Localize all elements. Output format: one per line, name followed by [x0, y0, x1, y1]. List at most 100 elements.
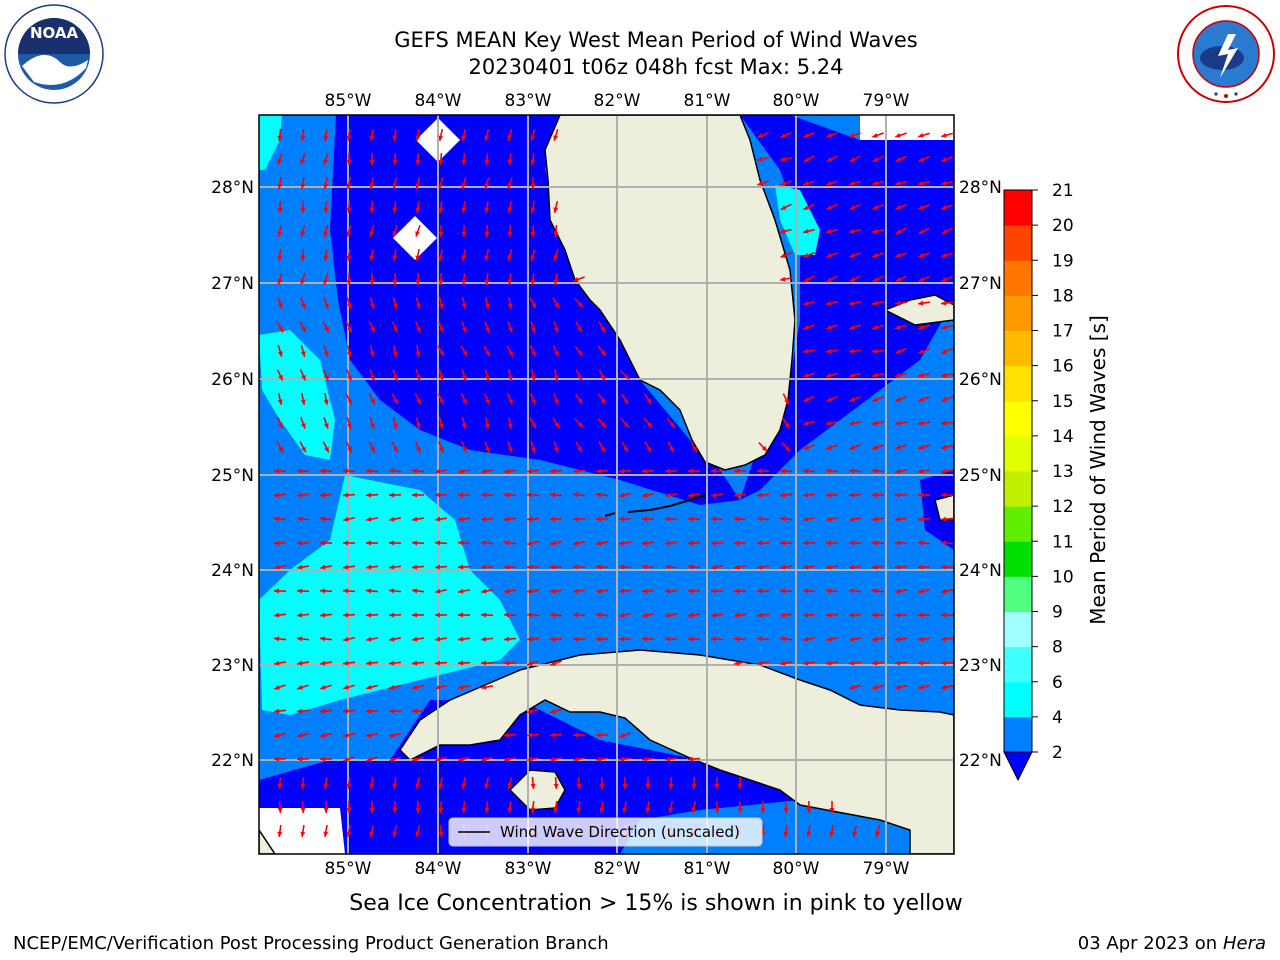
- wave-direction-arrow: [597, 393, 607, 405]
- wave-direction-arrow: [457, 540, 471, 546]
- wave-direction-arrow: [457, 516, 471, 522]
- wave-direction-arrow: [342, 660, 356, 666]
- wave-direction-arrow: [803, 540, 815, 546]
- wave-direction-arrow: [484, 441, 490, 453]
- lat-tick-label-right: 25°N: [959, 466, 1002, 486]
- wave-direction-arrow: [595, 468, 609, 474]
- wave-direction-arrow: [895, 227, 907, 235]
- lon-tick-label-top: 84°W: [415, 91, 462, 111]
- wave-direction-arrow: [299, 321, 307, 333]
- wave-direction-arrow: [917, 588, 931, 594]
- wave-direction-arrow: [300, 128, 306, 142]
- wave-direction-arrow: [434, 636, 448, 642]
- legend: Wind Wave Direction (unscaled): [448, 817, 763, 847]
- wave-direction-arrow: [346, 776, 352, 790]
- wave-direction-arrow: [369, 248, 375, 262]
- wave-direction-arrow: [894, 372, 908, 378]
- lat-tick-label-left: 27°N: [211, 274, 254, 294]
- lon-tick-label-top: 79°W: [863, 91, 910, 111]
- wave-direction-arrow: [460, 393, 468, 405]
- wave-direction-arrow: [825, 612, 839, 618]
- wave-direction-arrow: [782, 393, 790, 405]
- wave-direction-arrow: [277, 200, 283, 214]
- wave-direction-arrow: [480, 660, 494, 666]
- wave-direction-arrow: [415, 225, 421, 237]
- wave-direction-arrow: [553, 441, 559, 453]
- colorbar-band: [1004, 471, 1032, 507]
- wave-direction-arrow: [572, 468, 586, 474]
- wave-direction-arrow: [346, 273, 352, 285]
- wave-direction-arrow: [940, 180, 954, 186]
- wave-direction-arrow: [346, 248, 352, 262]
- wave-direction-arrow: [299, 441, 307, 453]
- wave-direction-arrow: [457, 492, 471, 498]
- wave-direction-arrow: [277, 800, 283, 814]
- wave-direction-arrow: [484, 248, 490, 262]
- wave-direction-arrow: [783, 824, 789, 838]
- wave-direction-arrow: [664, 492, 678, 498]
- wave-direction-arrow: [300, 297, 306, 309]
- wave-direction-arrow: [388, 516, 402, 522]
- wave-direction-arrow: [621, 393, 629, 405]
- wave-direction-arrow: [368, 321, 376, 333]
- wave-direction-arrow: [345, 321, 353, 333]
- lat-tick-label-right: 23°N: [959, 656, 1002, 676]
- bahamas-land: [883, 294, 954, 326]
- yucatan-land: [259, 828, 276, 854]
- wave-direction-arrow: [415, 416, 421, 430]
- lon-tick-label-bottom: 80°W: [773, 859, 820, 879]
- wave-direction-arrow: [757, 180, 769, 186]
- wave-direction-arrow: [667, 441, 675, 453]
- wave-direction-arrow: [319, 588, 333, 594]
- wave-direction-arrow: [553, 200, 559, 214]
- wave-direction-arrow: [323, 176, 329, 190]
- wave-direction-arrow: [917, 372, 931, 378]
- wave-direction-arrow: [849, 180, 861, 186]
- colorbar-tick-label: 17: [1052, 322, 1074, 342]
- bahamas-land: [934, 494, 954, 521]
- wave-direction-arrow: [507, 368, 513, 382]
- colorbar-tick-label: 10: [1052, 567, 1074, 587]
- wave-direction-arrow: [343, 756, 355, 762]
- wave-direction-arrow: [595, 756, 609, 762]
- wave-direction-arrow: [461, 177, 467, 189]
- wave-direction-arrow: [779, 540, 793, 546]
- wave-direction-arrow: [872, 396, 884, 402]
- wave-direction-arrow: [277, 417, 283, 429]
- wave-direction-arrow: [530, 224, 536, 238]
- wave-direction-arrow: [641, 516, 655, 522]
- wave-direction-arrow: [296, 588, 310, 594]
- wave-direction-arrow: [783, 800, 789, 814]
- wave-direction-arrow: [392, 824, 398, 838]
- wave-direction-arrow: [296, 708, 310, 714]
- wave-direction-arrow: [872, 275, 884, 283]
- colorbar-tick-label: 19: [1052, 251, 1074, 271]
- wave-direction-arrow: [941, 252, 953, 258]
- wave-direction-arrow: [553, 249, 559, 261]
- wave-direction-arrow: [507, 152, 513, 166]
- wave-direction-arrow: [941, 396, 953, 402]
- wave-direction-arrow: [553, 393, 559, 405]
- wave-direction-arrow: [392, 272, 398, 286]
- wave-direction-arrow: [438, 321, 444, 333]
- wave-direction-arrow: [618, 588, 632, 594]
- wave-direction-arrow: [895, 132, 907, 138]
- wave-direction-arrow: [895, 155, 907, 163]
- wave-direction-arrow: [549, 540, 563, 546]
- wave-direction-arrow: [779, 492, 793, 498]
- wave-direction-arrow: [733, 468, 747, 474]
- wave-direction-arrow: [576, 800, 582, 814]
- wave-direction-arrow: [848, 540, 862, 546]
- wave-direction-arrow: [526, 540, 540, 546]
- colorbar-band: [1004, 225, 1032, 261]
- lat-tick-label-right: 28°N: [959, 178, 1002, 198]
- wave-direction-arrow: [618, 540, 632, 546]
- wave-direction-arrow: [829, 801, 835, 813]
- wave-direction-arrow: [526, 588, 540, 594]
- wave-direction-arrow: [389, 756, 401, 762]
- nws-logo: [1177, 5, 1275, 103]
- wave-direction-arrow: [779, 636, 793, 642]
- wave-direction-arrow: [598, 441, 606, 453]
- lat-tick-label-left: 22°N: [211, 751, 254, 771]
